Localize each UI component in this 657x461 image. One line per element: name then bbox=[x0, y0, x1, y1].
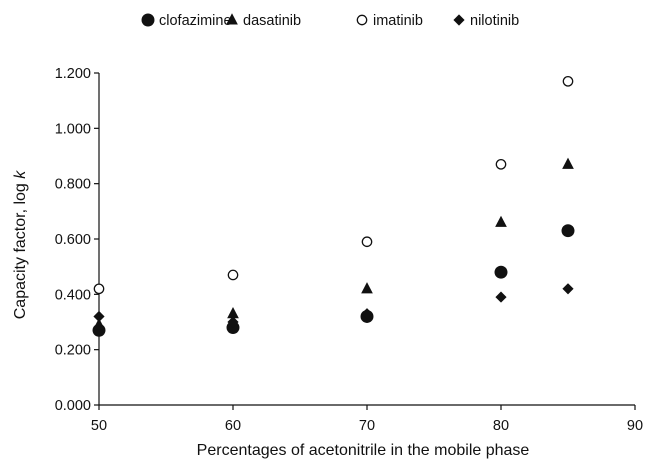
legend-label: nilotinib bbox=[470, 13, 519, 29]
data-point-imatinib bbox=[562, 75, 574, 87]
x-tick-label: 50 bbox=[91, 418, 107, 434]
legend-marker-filled-diamond bbox=[453, 14, 465, 26]
data-point-imatinib bbox=[93, 283, 105, 295]
legend-marker-open-circle bbox=[356, 14, 368, 26]
y-axis-title-prefix: Capacity factor, log bbox=[12, 179, 29, 320]
data-point-clofazimine bbox=[494, 265, 508, 279]
y-tick-label: 1.000 bbox=[55, 121, 91, 137]
x-tick-label: 80 bbox=[493, 418, 509, 434]
x-axis-ticks: 50 60 70 80 90 bbox=[91, 405, 643, 434]
data-point-dasatinib bbox=[361, 282, 373, 294]
data-point-nilotinib bbox=[495, 291, 507, 303]
legend-item-dasatinib: dasatinib bbox=[226, 13, 301, 29]
y-axis-ticks: 0.000 0.200 0.400 0.600 0.800 1.000 1.200 bbox=[55, 66, 99, 414]
x-tick-label: 60 bbox=[225, 418, 241, 434]
data-point-nilotinib bbox=[361, 308, 373, 320]
legend-marker-filled-circle bbox=[141, 13, 155, 27]
y-tick-label: 0.000 bbox=[55, 398, 91, 414]
y-tick-label: 1.200 bbox=[55, 66, 91, 82]
data-point-nilotinib bbox=[93, 310, 105, 323]
data-point-nilotinib bbox=[227, 316, 239, 328]
data-point-imatinib bbox=[495, 158, 507, 170]
data-point-dasatinib bbox=[227, 307, 239, 319]
x-tick-label: 70 bbox=[359, 418, 375, 434]
legend-label: dasatinib bbox=[243, 13, 301, 29]
data-points bbox=[92, 75, 575, 337]
series-dasatinib bbox=[93, 157, 574, 330]
data-point-dasatinib bbox=[562, 157, 574, 169]
legend: clofazimine dasatinib imatinib nilotinib bbox=[141, 13, 519, 29]
series-clofazimine bbox=[92, 224, 575, 337]
y-axis-title-italic: k bbox=[12, 170, 29, 179]
data-point-dasatinib bbox=[93, 318, 105, 330]
legend-label: imatinib bbox=[373, 13, 423, 29]
x-tick-label: 90 bbox=[627, 418, 643, 434]
legend-item-imatinib: imatinib bbox=[356, 13, 423, 29]
y-tick-label: 0.800 bbox=[55, 177, 91, 193]
y-tick-label: 0.400 bbox=[55, 287, 91, 303]
y-tick-label: 0.200 bbox=[55, 343, 91, 359]
data-point-imatinib bbox=[227, 269, 239, 281]
legend-marker-filled-triangle bbox=[226, 13, 238, 25]
data-point-dasatinib bbox=[495, 215, 507, 227]
data-point-nilotinib bbox=[562, 283, 574, 295]
x-axis-title: Percentages of acetonitrile in the mobil… bbox=[197, 442, 530, 459]
legend-label: clofazimine bbox=[159, 13, 232, 29]
data-point-imatinib bbox=[361, 236, 373, 248]
series-nilotinib bbox=[93, 283, 574, 328]
y-tick-label: 0.600 bbox=[55, 232, 91, 248]
series-imatinib bbox=[93, 75, 574, 295]
legend-item-clofazimine: clofazimine bbox=[141, 13, 232, 29]
data-point-clofazimine bbox=[561, 224, 575, 238]
y-axis-title: Capacity factor, log k bbox=[12, 170, 29, 320]
legend-item-nilotinib: nilotinib bbox=[453, 13, 519, 29]
